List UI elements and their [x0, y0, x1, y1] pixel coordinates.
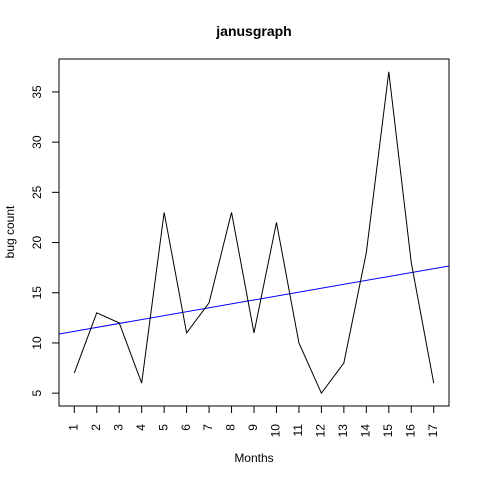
plot-area [58, 58, 450, 407]
y-tick-label: 25 [30, 185, 44, 199]
plot-contents [59, 71, 449, 395]
y-tick-label: 30 [30, 135, 44, 149]
trend-line [59, 265, 449, 335]
x-tick-label: 2 [89, 424, 103, 431]
y-tick-label: 5 [30, 389, 44, 396]
x-tick-label: 16 [403, 424, 417, 438]
x-tick-label: 13 [336, 424, 350, 438]
y-axis: 5 10 15 20 25 30 35 [30, 85, 60, 396]
x-tick-label: 15 [381, 424, 395, 438]
x-tick-label: 9 [246, 424, 260, 431]
x-tick-label: 6 [179, 424, 193, 431]
chart-title: janusgraph [215, 23, 291, 39]
x-axis-label: Months [234, 451, 273, 465]
x-tick-label: 5 [156, 424, 170, 431]
x-tick-label: 17 [426, 424, 440, 438]
x-tick-label: 8 [224, 424, 238, 431]
x-tick-label: 12 [314, 424, 328, 438]
series-line [73, 71, 435, 395]
x-tick-label: 11 [291, 424, 305, 437]
y-tick-label: 20 [30, 236, 44, 250]
y-tick-label: 10 [30, 336, 44, 350]
x-tick-label: 3 [111, 424, 125, 431]
x-tick-label: 4 [134, 424, 148, 431]
x-axis: 1 2 3 4 5 6 7 8 9 10 11 12 13 14 15 16 17 [66, 405, 440, 438]
y-tick-label: 35 [30, 85, 44, 99]
x-tick-label: 10 [269, 424, 283, 438]
x-tick-label: 14 [358, 424, 372, 438]
x-tick-label: 7 [201, 424, 215, 431]
y-tick-label: 15 [30, 286, 44, 300]
y-axis-label: bug count [3, 205, 17, 258]
x-tick-label: 1 [66, 424, 80, 431]
